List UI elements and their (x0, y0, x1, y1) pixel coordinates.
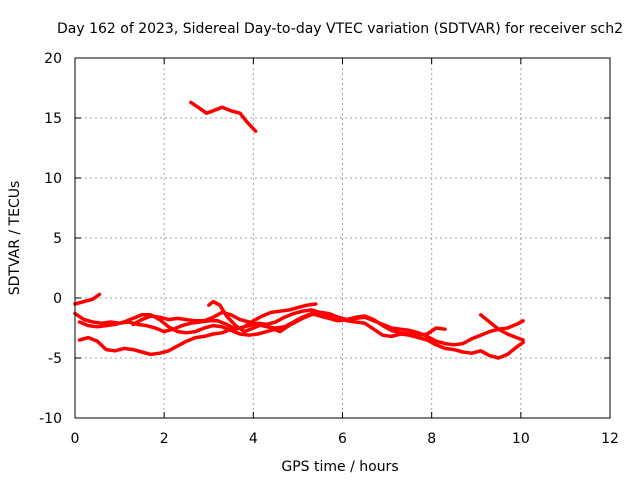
series-arc-2 (189, 100, 258, 133)
y-tick-label: 20 (44, 51, 62, 67)
series-arc-3 (77, 308, 525, 357)
y-tick-label: -10 (39, 411, 62, 427)
x-tick-label: 2 (160, 431, 169, 447)
y-axis-label: SDTVAR / TECUs (7, 181, 23, 296)
axis-ticks: 0 2 4 6 8 10 12 -10 -5 0 5 10 15 20 (39, 51, 619, 447)
y-tick-label: 5 (53, 231, 62, 247)
series-arc-8 (478, 313, 525, 342)
y-tick-label: 0 (53, 291, 62, 307)
x-tick-label: 10 (512, 431, 530, 447)
y-tick-label: -5 (48, 351, 62, 367)
x-tick-label: 6 (338, 431, 347, 447)
x-tick-label: 12 (601, 431, 619, 447)
series-layer (73, 100, 525, 360)
series-arc-1 (73, 292, 102, 306)
x-tick-label: 8 (427, 431, 436, 447)
x-axis-label: GPS time / hours (281, 459, 398, 475)
x-tick-label: 0 (71, 431, 80, 447)
chart-title: Day 162 of 2023, Sidereal Day-to-day VTE… (57, 21, 623, 37)
y-tick-label: 15 (44, 111, 62, 127)
grid (75, 58, 610, 418)
x-tick-label: 4 (249, 431, 258, 447)
y-tick-label: 10 (44, 171, 62, 187)
series-arc-7 (207, 299, 309, 334)
